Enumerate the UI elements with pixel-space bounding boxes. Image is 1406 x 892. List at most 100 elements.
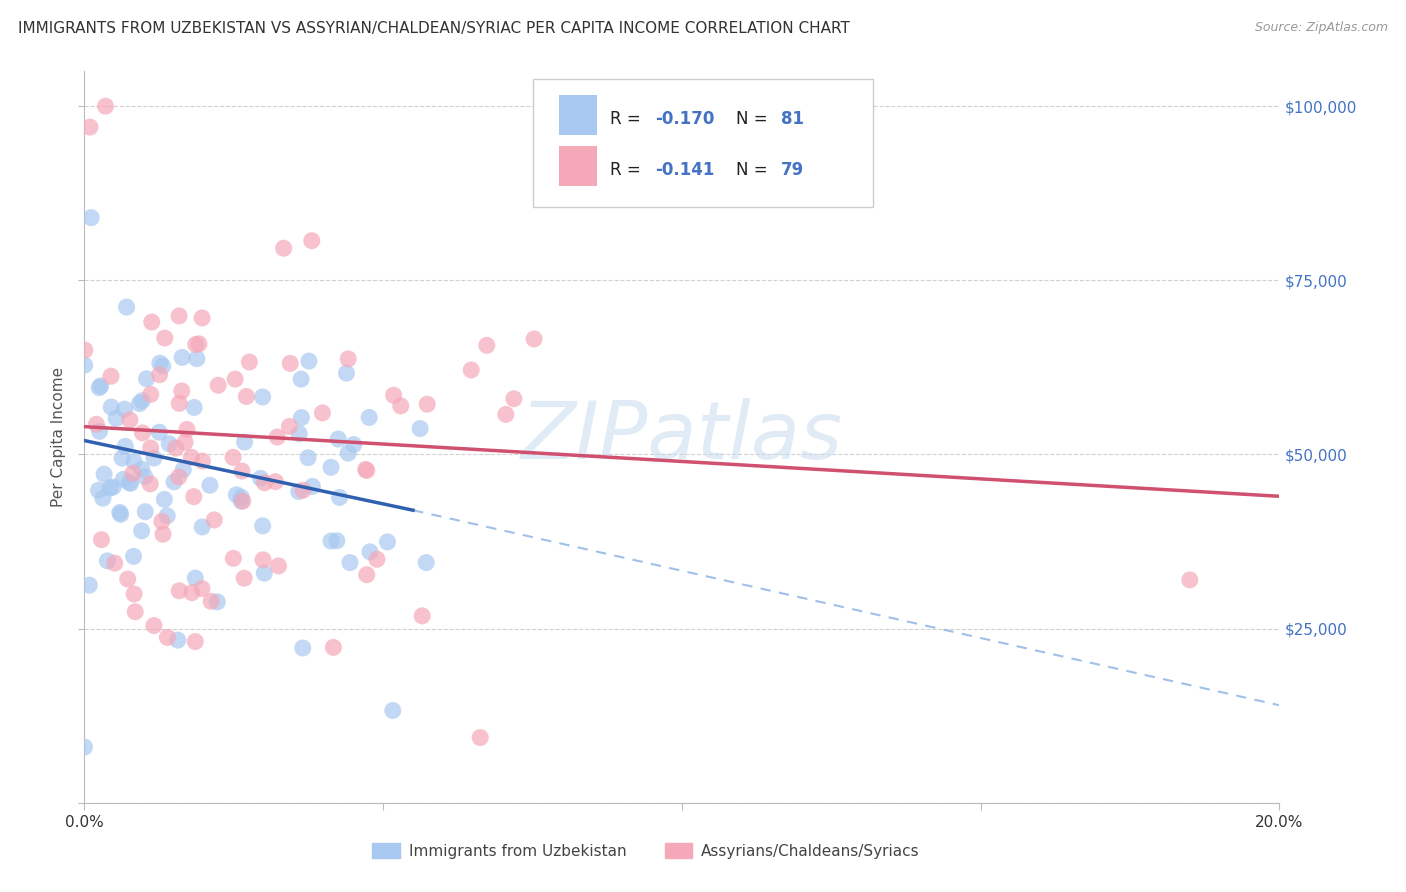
Point bbox=[339, 556, 361, 570]
Point bbox=[291, 640, 314, 655]
Point bbox=[105, 411, 128, 425]
Point bbox=[266, 430, 288, 444]
Point bbox=[278, 356, 301, 370]
Point bbox=[139, 441, 162, 455]
Point bbox=[411, 608, 433, 623]
Point bbox=[101, 480, 124, 494]
Point bbox=[96, 554, 118, 568]
Point bbox=[460, 363, 482, 377]
Point bbox=[319, 460, 342, 475]
Point bbox=[329, 491, 352, 505]
Text: R =: R = bbox=[610, 110, 647, 128]
Point bbox=[77, 578, 100, 592]
Point bbox=[143, 451, 166, 466]
Point bbox=[122, 467, 145, 481]
Point bbox=[73, 740, 96, 755]
Y-axis label: Per Capita Income: Per Capita Income bbox=[51, 367, 66, 508]
Point bbox=[100, 369, 122, 384]
Point bbox=[167, 396, 190, 410]
Point bbox=[311, 406, 333, 420]
Point bbox=[115, 300, 138, 314]
Point bbox=[152, 359, 174, 373]
Point bbox=[73, 358, 96, 372]
Point bbox=[86, 417, 108, 432]
Point bbox=[337, 351, 360, 366]
Point bbox=[170, 384, 193, 398]
Point bbox=[475, 338, 498, 352]
Point bbox=[186, 351, 208, 366]
FancyBboxPatch shape bbox=[533, 78, 873, 207]
Point bbox=[359, 410, 381, 425]
Point bbox=[291, 483, 314, 498]
Point bbox=[117, 572, 139, 586]
Point bbox=[233, 435, 256, 450]
Point bbox=[267, 558, 290, 573]
Bar bbox=[558, 95, 598, 135]
Point bbox=[322, 640, 344, 655]
Point bbox=[207, 595, 229, 609]
Point bbox=[118, 413, 141, 427]
Point bbox=[328, 432, 350, 446]
Point bbox=[165, 441, 187, 455]
Point bbox=[153, 331, 176, 345]
Point bbox=[108, 506, 131, 520]
Point bbox=[90, 533, 112, 547]
Point bbox=[156, 508, 179, 523]
Point bbox=[148, 368, 170, 382]
Legend: Immigrants from Uzbekistan, Assyrians/Chaldeans/Syriacs: Immigrants from Uzbekistan, Assyrians/Ch… bbox=[366, 837, 927, 864]
Point bbox=[149, 356, 172, 370]
Point bbox=[297, 450, 319, 465]
Point bbox=[1178, 573, 1201, 587]
Point bbox=[287, 484, 309, 499]
Text: -0.141: -0.141 bbox=[655, 161, 716, 179]
Point bbox=[79, 120, 101, 134]
Point bbox=[382, 388, 405, 402]
Point bbox=[94, 99, 117, 113]
Point bbox=[273, 241, 295, 255]
Point bbox=[73, 343, 96, 358]
Point bbox=[470, 731, 492, 745]
Point bbox=[131, 462, 153, 476]
Point bbox=[233, 571, 256, 585]
Point bbox=[139, 476, 162, 491]
Point bbox=[502, 392, 524, 406]
Point bbox=[225, 488, 247, 502]
Point bbox=[264, 475, 287, 489]
Point bbox=[135, 372, 157, 386]
Point bbox=[176, 422, 198, 436]
Point bbox=[152, 527, 174, 541]
Point bbox=[224, 372, 246, 386]
Point bbox=[416, 397, 439, 411]
Point bbox=[153, 492, 176, 507]
Point bbox=[191, 310, 214, 325]
Point bbox=[337, 446, 360, 460]
Point bbox=[142, 618, 165, 632]
Point bbox=[131, 524, 153, 538]
Point bbox=[356, 463, 378, 477]
Point bbox=[156, 631, 179, 645]
Point bbox=[122, 454, 145, 468]
Point bbox=[184, 337, 207, 351]
Point bbox=[222, 551, 245, 566]
Point bbox=[356, 567, 378, 582]
Point bbox=[139, 387, 162, 401]
Point bbox=[278, 419, 301, 434]
Point bbox=[134, 505, 156, 519]
Point bbox=[409, 421, 432, 435]
Point bbox=[89, 425, 111, 439]
Point bbox=[343, 437, 366, 451]
Point bbox=[183, 401, 205, 415]
Point bbox=[301, 234, 323, 248]
Point bbox=[202, 513, 225, 527]
Point bbox=[231, 464, 253, 478]
Point bbox=[157, 437, 180, 451]
Point bbox=[253, 566, 276, 581]
Point bbox=[238, 355, 260, 369]
Point bbox=[359, 545, 381, 559]
Point bbox=[91, 491, 114, 506]
Point bbox=[87, 483, 110, 498]
Point bbox=[167, 309, 190, 323]
Point bbox=[523, 332, 546, 346]
Point bbox=[495, 408, 517, 422]
Text: N =: N = bbox=[735, 110, 772, 128]
